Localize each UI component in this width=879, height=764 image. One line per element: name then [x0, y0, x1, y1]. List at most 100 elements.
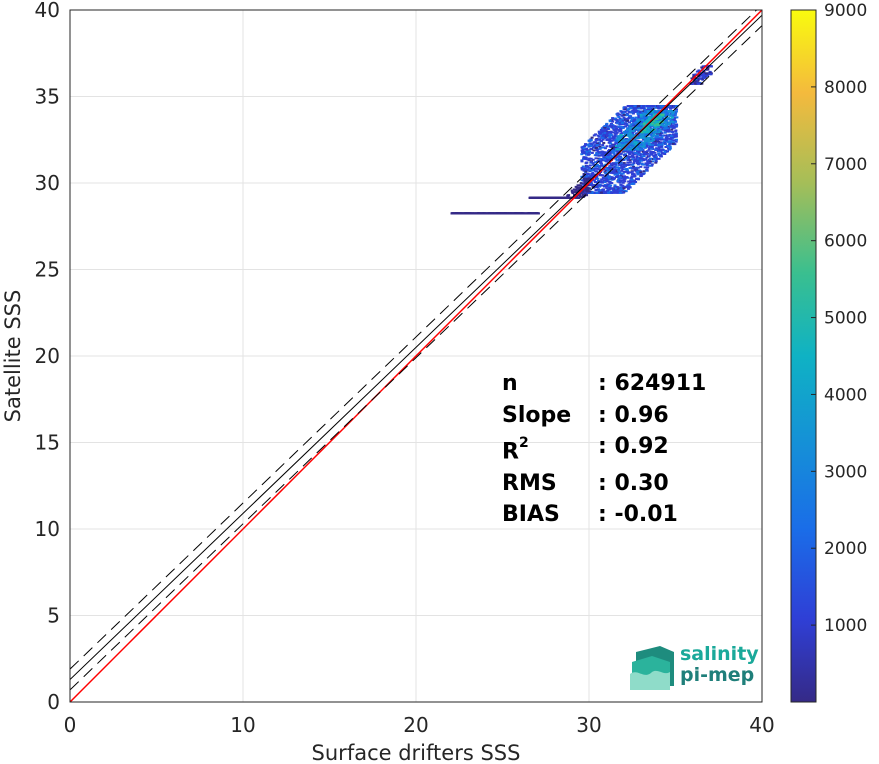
density-cell [654, 106, 658, 109]
density-cell [611, 172, 615, 175]
density-cell [616, 112, 620, 115]
density-cell [668, 147, 672, 150]
density-cell [597, 130, 601, 133]
density-cell [633, 109, 637, 112]
density-cell [674, 120, 678, 123]
density-cell [602, 164, 606, 167]
density-cell [584, 191, 588, 194]
density-cell [475, 212, 479, 215]
density-cell [697, 69, 701, 72]
density-cell [653, 140, 657, 143]
density-cell [567, 194, 571, 197]
density-cell [595, 152, 599, 155]
density-cell [645, 142, 649, 145]
stat-value: : 0.92 [598, 434, 669, 459]
density-cell [618, 113, 622, 116]
density-cell [671, 120, 675, 123]
density-cell [598, 183, 602, 186]
density-cell [566, 196, 570, 199]
density-cell [642, 122, 646, 125]
density-cell [625, 148, 629, 151]
density-cell [602, 191, 606, 194]
density-cell [622, 140, 626, 143]
density-cell [601, 174, 605, 177]
density-cell [592, 141, 596, 144]
density-cell [626, 161, 630, 164]
density-cell [634, 107, 638, 110]
density-cell [629, 120, 633, 123]
density-cell [580, 166, 584, 169]
density-cell [626, 172, 630, 175]
density-cell [609, 132, 613, 135]
density-cell [663, 131, 667, 134]
density-cell [596, 134, 600, 137]
density-cell [638, 140, 642, 143]
density-cell [630, 158, 634, 161]
density-cell [534, 212, 538, 215]
density-cell [645, 109, 649, 112]
density-cell [586, 149, 590, 152]
density-cell [645, 150, 649, 153]
density-cell [626, 187, 630, 190]
density-cell [642, 170, 646, 173]
density-cell [593, 173, 597, 176]
density-cell [603, 152, 607, 155]
density-cell [646, 166, 650, 169]
density-cell [640, 148, 644, 151]
logo-text: salinity pi-mep [680, 644, 759, 686]
density-cell [665, 127, 669, 130]
density-cell [626, 133, 630, 136]
density-cell [600, 127, 604, 130]
density-cell [672, 139, 676, 142]
density-cell [645, 152, 649, 155]
density-cell [600, 181, 604, 184]
density-cell [663, 150, 667, 153]
density-cell [511, 212, 515, 215]
density-cell [590, 136, 594, 139]
stat-value: : -0.01 [598, 502, 678, 528]
density-cell [610, 126, 614, 129]
density-cell [619, 186, 623, 189]
density-cell [586, 180, 590, 183]
density-cell [675, 116, 679, 119]
density-cell [633, 160, 637, 163]
density-cell [643, 111, 647, 114]
density-cell [591, 183, 595, 186]
density-cell [636, 171, 640, 174]
density-cell [596, 177, 600, 180]
density-cell [665, 118, 669, 121]
density-cell [674, 105, 678, 108]
density-cell [654, 121, 658, 124]
density-cell [694, 78, 698, 81]
density-cell [634, 158, 638, 161]
density-cell [586, 191, 590, 194]
density-cell [636, 109, 640, 112]
density-cell [637, 169, 641, 172]
density-cell [568, 196, 572, 199]
density-cell [632, 153, 636, 156]
density-cell [632, 139, 636, 142]
density-cell [651, 151, 655, 154]
density-cell [572, 188, 576, 191]
density-cell [606, 168, 610, 171]
density-cell [506, 212, 510, 215]
density-cell [660, 136, 664, 139]
density-cell [663, 134, 667, 137]
density-cell [672, 125, 676, 128]
density-cell [588, 177, 592, 180]
density-cell [651, 107, 655, 110]
density-cell [615, 127, 619, 130]
density-cell [619, 161, 623, 164]
density-cell [656, 144, 660, 147]
density-cell [629, 176, 633, 179]
density-cell [603, 147, 607, 150]
density-cell [616, 191, 620, 194]
density-cell [674, 125, 678, 128]
density-cell [609, 145, 613, 148]
density-cell [622, 175, 626, 178]
density-cell [543, 196, 547, 199]
density-cell [661, 152, 665, 155]
density-cell [658, 146, 662, 149]
density-cell [672, 122, 676, 125]
density-cell [601, 188, 605, 191]
